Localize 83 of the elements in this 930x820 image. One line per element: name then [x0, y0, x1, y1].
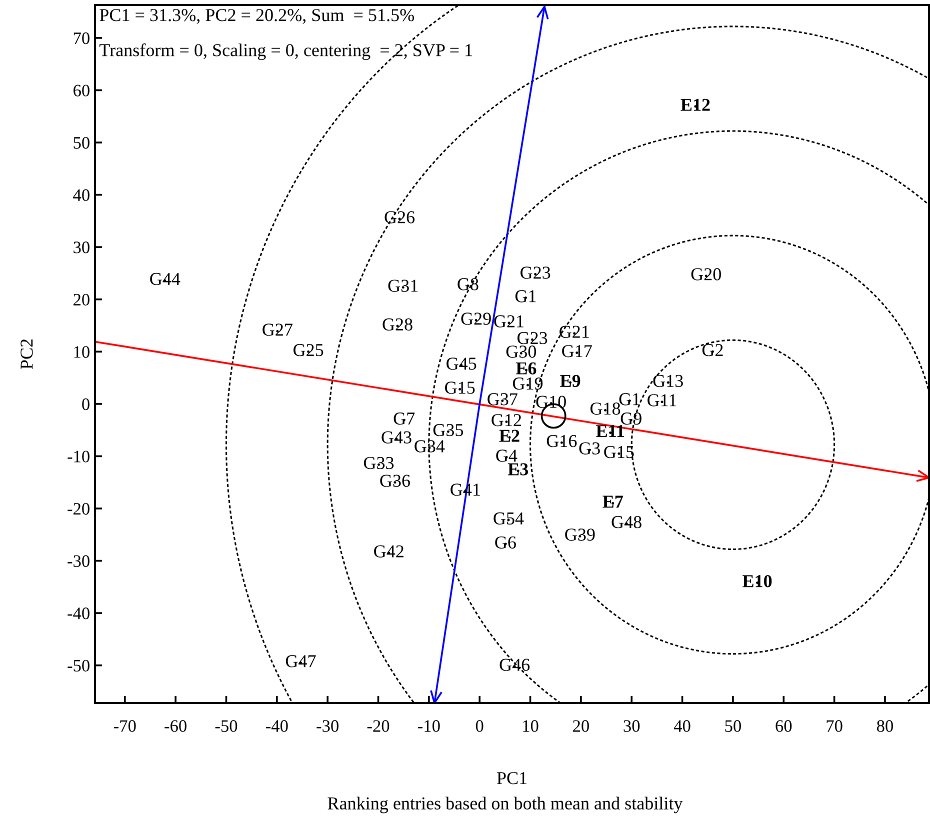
data-label: G9: [620, 412, 642, 425]
data-label: G35: [433, 424, 464, 436]
data-label: E6: [516, 362, 536, 374]
y-tick-label: -10: [68, 450, 90, 462]
data-label: G21: [560, 326, 589, 338]
data-label: G6: [495, 536, 516, 549]
x-tick-label: -70: [114, 720, 136, 732]
data-label: G27: [262, 324, 292, 336]
data-label: G31: [388, 280, 418, 292]
data-label: G36: [380, 474, 410, 487]
data-label: G48: [612, 516, 642, 528]
data-label: G15: [604, 446, 634, 458]
x-tick-label: 20: [573, 720, 589, 732]
data-label: E3: [508, 463, 528, 476]
data-label: G2: [702, 344, 723, 356]
data-label: E2: [499, 430, 520, 442]
y-tick-label: 10: [74, 346, 90, 358]
data-label: G29: [461, 312, 491, 325]
data-label: G33: [364, 456, 394, 470]
data-label: G17: [562, 345, 592, 358]
data-label: G37: [488, 393, 518, 406]
y-tick-label: -20: [68, 502, 90, 515]
data-label: G47: [286, 655, 316, 668]
data-label: G45: [446, 358, 476, 370]
data-label: E10: [742, 575, 772, 588]
y-tick-label: -40: [68, 608, 90, 620]
data-label: G23: [518, 332, 548, 344]
x-tick-label: -40: [266, 720, 288, 732]
y-tick-label: 40: [73, 189, 90, 201]
data-label: G42: [374, 545, 404, 558]
data-label: E9: [560, 374, 580, 388]
data-label: G23: [520, 266, 550, 279]
x-tick-label: -20: [367, 720, 390, 732]
x-tick-label: -10: [418, 720, 440, 732]
text: Ranking entries based on both mean and stability: [328, 796, 683, 814]
annotation: PC1 = 31.3%, PC2 = 20.2%, Sum = 51.5%: [100, 9, 414, 24]
x-tick-label: 70: [826, 720, 842, 732]
y-tick-label: 50: [74, 136, 90, 149]
x-tick-label: -30: [316, 720, 338, 732]
data-label: G54: [494, 512, 524, 525]
data-label: G4: [496, 450, 518, 462]
y-tick-label: 30: [74, 242, 90, 254]
y-tick-label: -30: [68, 555, 90, 567]
x-tick-label: 80: [876, 720, 894, 732]
data-label: G7: [394, 412, 415, 425]
x-tick-label: 50: [725, 720, 741, 732]
data-label: G12: [492, 414, 522, 426]
data-label: G39: [565, 528, 595, 541]
data-label: G1: [515, 290, 536, 302]
x-tick-label: 30: [624, 720, 640, 732]
data-label: E7: [602, 496, 623, 508]
x-tick-label: 0: [476, 720, 484, 732]
data-label: G1: [619, 393, 640, 406]
data-label: E12: [680, 98, 710, 111]
data-label: G15: [445, 382, 475, 394]
data-label: G21: [494, 315, 524, 328]
x-tick-label: -50: [215, 720, 238, 732]
data-label: G28: [382, 318, 412, 331]
data-label: G43: [382, 431, 412, 444]
y-tick-label: 20: [74, 294, 90, 306]
x-tick-label: 40: [674, 720, 690, 732]
y-axis-title: PC2: [20, 339, 33, 370]
data-label: G19: [512, 377, 543, 390]
x-axis-title: PC1: [497, 772, 527, 784]
data-label: G18: [590, 402, 620, 415]
data-label: G26: [384, 211, 415, 224]
data-label: G16: [546, 435, 577, 448]
y-tick-label: 0: [82, 398, 90, 410]
data-label: G13: [653, 374, 683, 388]
x-tick-label: -60: [164, 720, 186, 732]
y-tick-label: 70: [74, 32, 90, 44]
y-tick-label: -50: [68, 660, 90, 672]
x-tick-label: 10: [523, 720, 538, 732]
data-label: G3: [579, 442, 600, 454]
data-label: G20: [691, 268, 721, 280]
data-label: G30: [506, 346, 536, 358]
data-label: G44: [150, 272, 180, 286]
data-label: G11: [648, 394, 676, 406]
data-label: G8: [458, 278, 478, 290]
data-label: G25: [294, 344, 324, 356]
y-tick-label: 60: [74, 84, 90, 96]
x-tick-label: 60: [776, 720, 792, 732]
data-label: E11: [596, 425, 624, 438]
